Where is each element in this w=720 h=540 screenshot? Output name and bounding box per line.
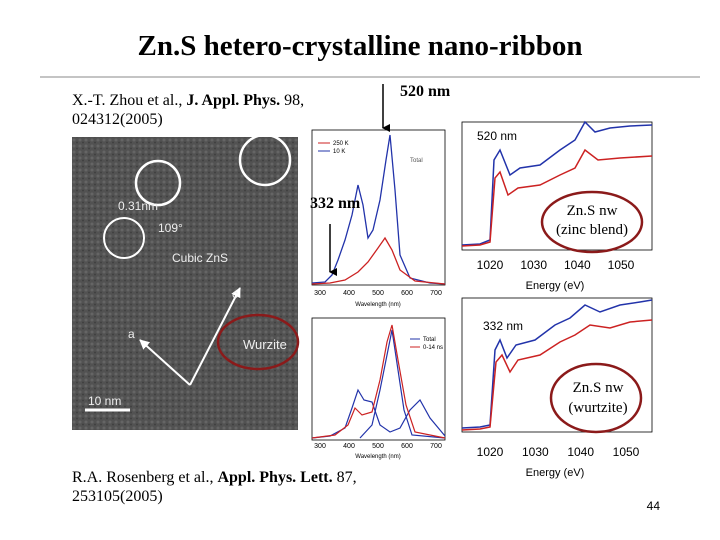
- authors: X.-T. Zhou et al.,: [72, 92, 182, 109]
- tick-label: 300: [314, 443, 326, 450]
- citation: X.-T. Zhou et al., J. Appl. Phys. 98,: [72, 92, 304, 109]
- tick-label: 700: [430, 290, 442, 297]
- axis-label: Wavelength (nm): [355, 302, 400, 308]
- citation-ref: 253105(2005): [72, 488, 163, 505]
- tick-label: 500: [372, 443, 384, 450]
- curve: [461, 319, 653, 431]
- legend-label: 10 K: [333, 149, 345, 155]
- curve: [311, 324, 446, 439]
- tick-label: 1040: [567, 445, 594, 459]
- volume: 98,: [284, 92, 304, 109]
- curve: [461, 299, 653, 429]
- annotation: Zn.S nw: [567, 203, 618, 219]
- plot-label: 520 nm: [477, 129, 517, 143]
- curve: [311, 134, 446, 285]
- authors: R.A. Rosenberg et al.,: [72, 469, 213, 486]
- axis-label: Energy (eV): [526, 467, 585, 479]
- tick-label: 1030: [520, 258, 547, 272]
- highlight: [549, 362, 643, 434]
- axis-label: Wavelength (nm): [355, 454, 400, 460]
- tick-label: 600: [401, 443, 413, 450]
- tick-label: 1050: [608, 258, 635, 272]
- curve: [461, 148, 653, 247]
- tick-label: 400: [343, 290, 355, 297]
- curve: [461, 120, 653, 246]
- journal: J. Appl. Phys.: [186, 92, 280, 109]
- annotation: 520 nm: [400, 83, 451, 100]
- curve: [311, 236, 446, 285]
- highlight: [540, 190, 644, 254]
- tick-label: 300: [314, 290, 326, 297]
- tick-label: 1020: [477, 445, 504, 459]
- label: 109°: [158, 221, 183, 235]
- annotation: Zn.S nw: [573, 380, 624, 396]
- plot-frame: [461, 121, 653, 251]
- label: a: [128, 327, 135, 341]
- legend-label: 0-14 ns: [423, 345, 443, 351]
- label: Wurzite: [243, 337, 287, 352]
- arrow: [139, 339, 191, 386]
- circle: [238, 133, 292, 187]
- plot-frame: [461, 297, 653, 433]
- citation-ref: 024312(2005): [72, 111, 163, 128]
- tick-label: 500: [372, 290, 384, 297]
- annotation: (wurtzite): [568, 400, 627, 416]
- tick-label: 1040: [564, 258, 591, 272]
- annotation: 332 nm: [310, 195, 361, 212]
- curve: [311, 388, 446, 439]
- label: c: [232, 287, 238, 301]
- volume: 87,: [337, 469, 357, 486]
- label: 0.31nm: [118, 199, 158, 213]
- axis-label: Energy (eV): [526, 280, 585, 292]
- annotation: (zinc blend): [556, 222, 628, 238]
- curve-label: Total: [410, 158, 423, 164]
- page-number: 44: [647, 499, 661, 513]
- circle: [134, 159, 182, 207]
- legend-label: 250 K: [333, 141, 349, 147]
- plot-frame: [311, 129, 446, 286]
- highlight: [216, 313, 300, 371]
- curve: [359, 329, 446, 439]
- citation: R.A. Rosenberg et al., Appl. Phys. Lett.…: [72, 469, 357, 486]
- tick-label: 1020: [477, 258, 504, 272]
- tick-label: 1050: [613, 445, 640, 459]
- tick-label: 600: [401, 290, 413, 297]
- journal: Appl. Phys. Lett.: [217, 469, 332, 486]
- plot-label: 332 nm: [483, 319, 523, 333]
- legend-label: Total: [423, 337, 436, 343]
- label: 10 nm: [88, 394, 121, 408]
- tem-shade: [72, 137, 298, 430]
- title: Zn.S hetero-crystalline nano-ribbon: [138, 30, 583, 62]
- label: Cubic ZnS: [172, 251, 228, 265]
- plot-frame: [311, 317, 446, 441]
- arrow: [189, 287, 241, 386]
- circle: [103, 217, 145, 259]
- tick-label: 700: [430, 443, 442, 450]
- tick-label: 1030: [522, 445, 549, 459]
- tick-label: 400: [343, 443, 355, 450]
